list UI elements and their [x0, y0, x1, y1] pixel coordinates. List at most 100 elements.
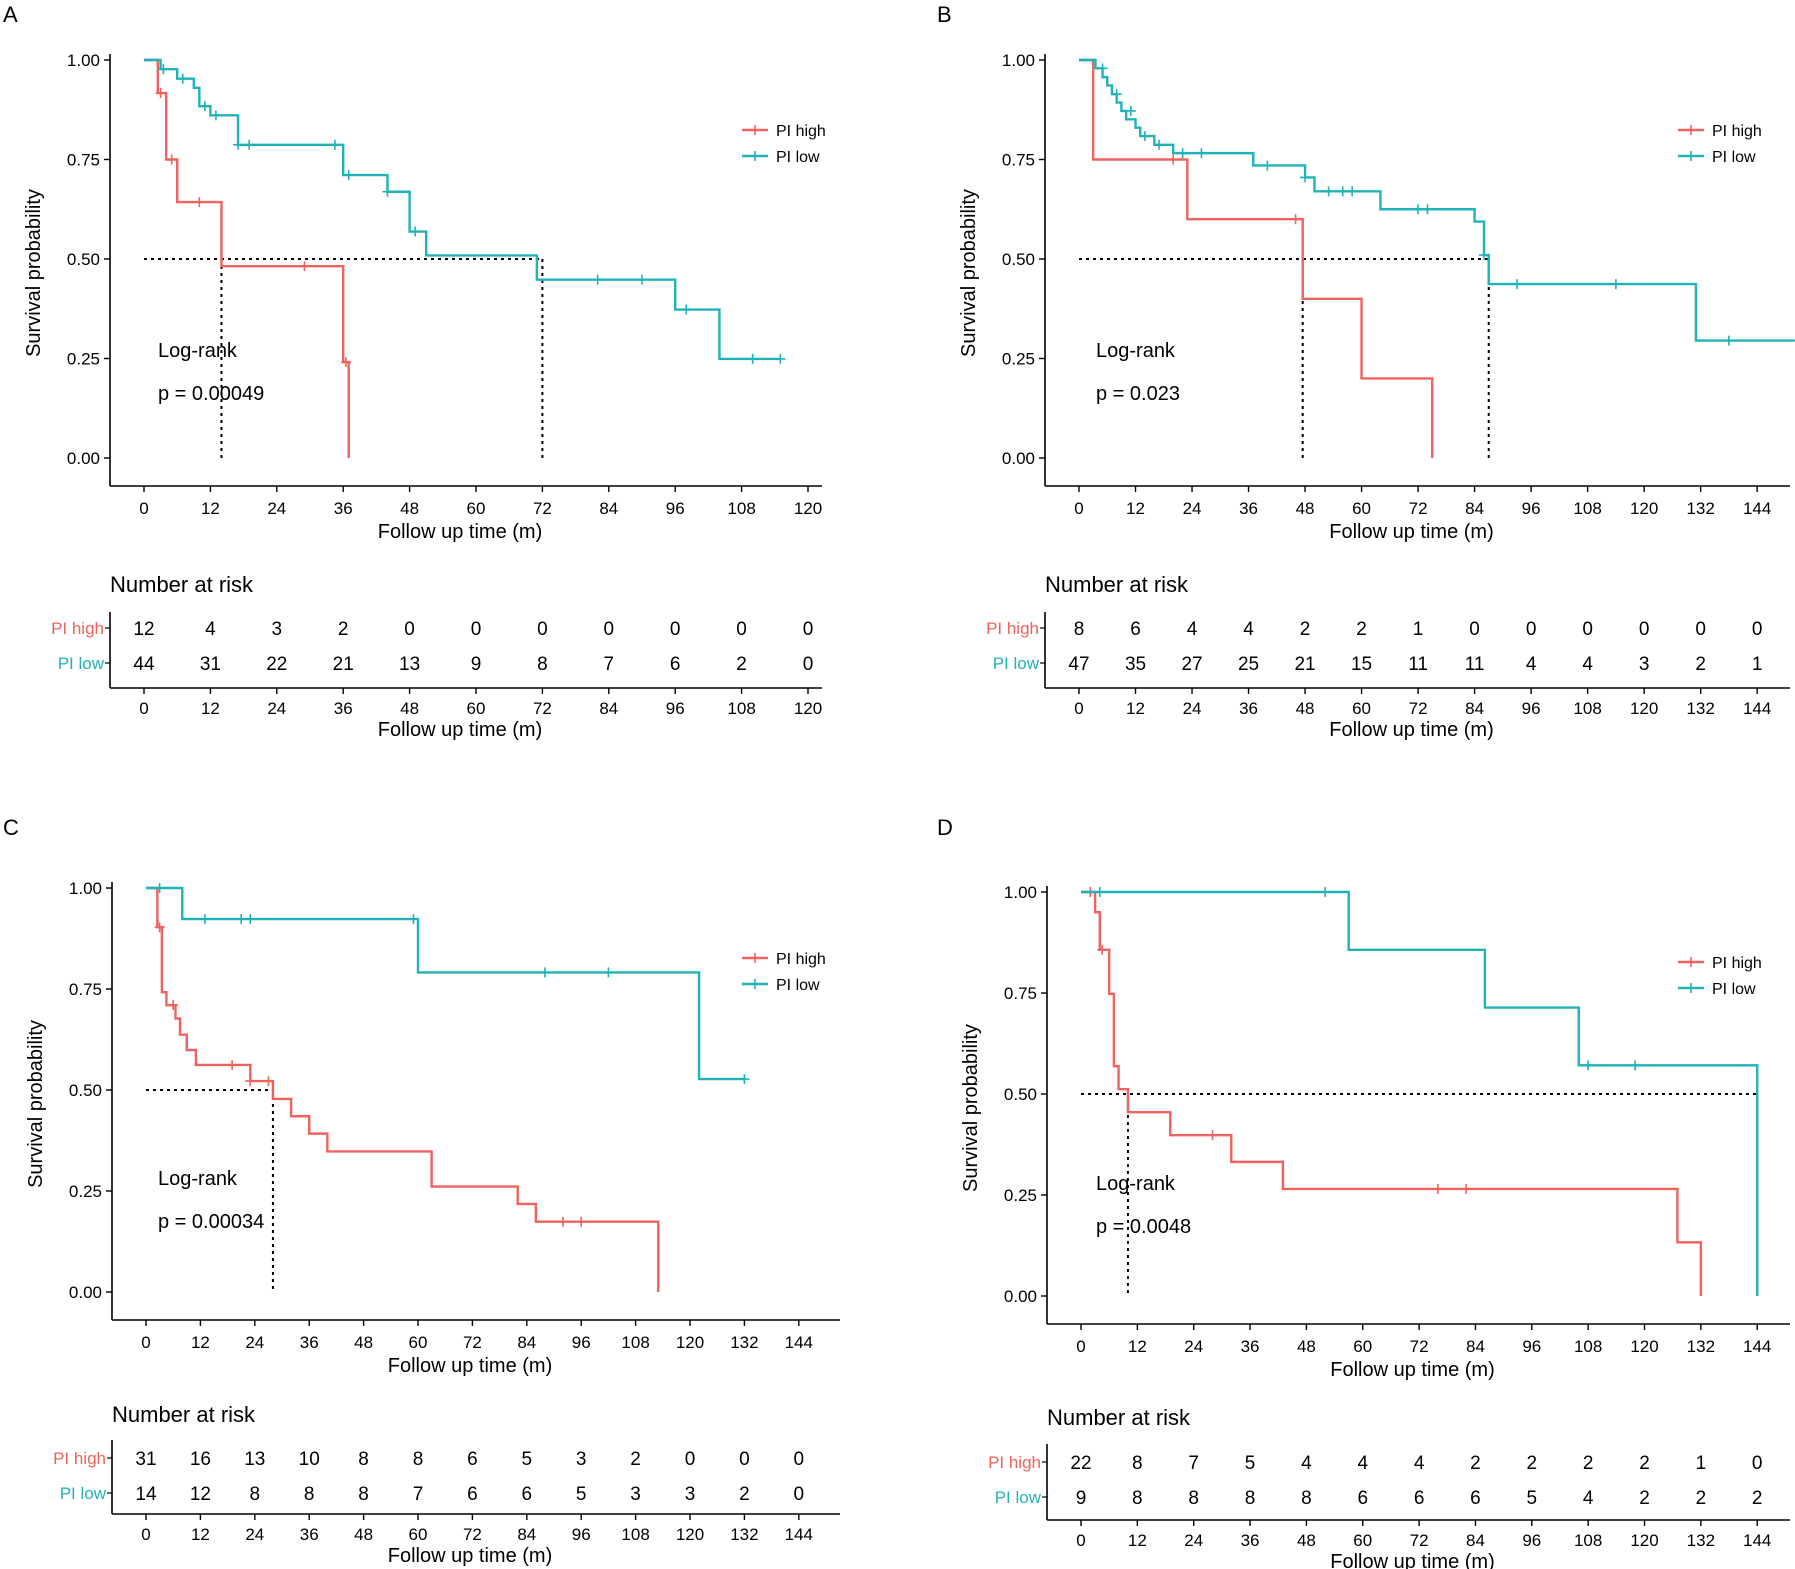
panel-c-label: C: [3, 815, 19, 840]
panel-a-x-tick-label: 24: [267, 499, 286, 518]
panel-d-risk-cell-low: 8: [1132, 1488, 1143, 1509]
panel-b-x-tick-label: 144: [1743, 499, 1771, 518]
panel-d-censor-mark-low: [1094, 887, 1105, 897]
panel-a-risk-x-tick-label: 24: [267, 699, 286, 718]
panel-a-censor-mark-low: [410, 226, 421, 237]
panel-c-risk-x-tick-label: 48: [354, 1525, 373, 1544]
panel-a-risk-x-tick-label: 12: [201, 699, 220, 718]
panel-b-x-tick-label: 84: [1465, 499, 1484, 518]
panel-c-risk-cell-low: 12: [190, 1484, 211, 1505]
panel-c-x-tick-label: 24: [245, 1333, 264, 1352]
panel-c-censor-mark-low: [603, 967, 614, 978]
panel-c-censor-mark-low: [408, 914, 419, 925]
panel-a-censor-mark-high: [166, 154, 177, 165]
panel-d-risk-x-tick-label: 36: [1241, 1531, 1260, 1550]
panel-a-censor-mark-low: [681, 304, 692, 315]
panel-a-risk-cell-low: 9: [471, 654, 482, 675]
panel-b-risk-cell-high: 0: [1469, 619, 1480, 640]
panel-b-risk-cell-high: 8: [1074, 619, 1085, 640]
panel-d-risk-cell-high: 0: [1752, 1453, 1763, 1474]
panel-c-censor-mark-high: [558, 1216, 569, 1227]
panel-d-x-tick-label: 132: [1687, 1337, 1715, 1356]
panel-c-risk-x-tick-label: 120: [676, 1525, 704, 1544]
panel-a-censor-mark-high: [194, 197, 205, 208]
panel-c-risk-cell-low: 3: [630, 1484, 641, 1505]
panel-a-x-tick-label: 84: [599, 499, 618, 518]
panel-c-risk-cell-high: 5: [522, 1449, 533, 1470]
panel-d-risk-x-tick-label: 12: [1128, 1531, 1147, 1550]
panel-a-risk-cell-low: 21: [333, 654, 354, 675]
panel-c-risk-x-tick-label: 60: [409, 1525, 428, 1544]
panel-d-risk-cell-high: 4: [1301, 1453, 1312, 1474]
panel-b-risk-x-tick-label: 144: [1743, 699, 1771, 718]
panel-b-x-axis-title: Follow up time (m): [1329, 521, 1493, 543]
panel-a-censor-mark-low: [199, 101, 210, 112]
panel-b-risk-cell-high: 1: [1413, 619, 1424, 640]
panel-d-y-tick-label: 0.25: [1004, 1186, 1037, 1205]
panel-d-risk-x-tick-label: 60: [1353, 1531, 1372, 1550]
panel-a-censor-mark-low: [244, 139, 255, 150]
panel-a-censor-mark-low: [233, 139, 244, 150]
panel-a-censor-mark-low: [177, 73, 188, 84]
panel-c-risk-cell-low: 8: [358, 1484, 369, 1505]
panel-a-censor-mark-high: [155, 88, 166, 99]
panel-b-x-tick-label: 12: [1126, 499, 1145, 518]
panel-a-risk-cell-high: 2: [338, 619, 349, 640]
panel-b-risk-cell-low: 21: [1294, 654, 1315, 675]
panel-b-logrank-label: Log-rank: [1096, 340, 1176, 362]
panel-b-risk-cell-high: 6: [1130, 619, 1141, 640]
panel-b-y-tick-label: 0.25: [1002, 350, 1035, 369]
panel-d-censor-mark-high: [1207, 1130, 1218, 1141]
panel-c-censor-mark-high: [245, 1076, 256, 1087]
panel-b-censor-mark-low: [1196, 148, 1207, 159]
panel-c-risk-cell-high: 8: [358, 1449, 369, 1470]
panel-d-p-value: p = 0.0048: [1096, 1216, 1191, 1238]
panel-c-risk-cell-low: 2: [739, 1484, 750, 1505]
panel-d-risk-x-tick-label: 96: [1522, 1531, 1541, 1550]
panel-a-y-axis-title: Survival probability: [23, 189, 45, 357]
panel-b-risk-x-tick-label: 12: [1126, 699, 1145, 718]
panel-a-censor-mark-low: [158, 64, 169, 75]
panel-c-x-tick-label: 72: [463, 1333, 482, 1352]
panel-b-risk-cell-high: 0: [1695, 619, 1706, 640]
legend-label-low: PI low: [776, 977, 820, 994]
panel-b-curve-pi-low: [1079, 58, 1795, 342]
panel-c-censor-mark-high: [263, 1076, 274, 1087]
panel-b-risk-cell-high: 0: [1526, 619, 1537, 640]
panel-a-censor-mark-low: [775, 353, 786, 364]
panel-c-risk-x-tick-label: 144: [785, 1525, 813, 1544]
panel-b-risk-cell-high: 4: [1243, 619, 1254, 640]
panel-c-censor-mark-high: [576, 1216, 587, 1227]
panel-c-censor-mark-low: [245, 914, 256, 925]
panel-a-risk-cell-high: 3: [272, 619, 283, 640]
panel-b-y-axis-title: Survival probability: [958, 189, 980, 357]
panel-b-risk-cell-high: 2: [1300, 619, 1311, 640]
panel-c-y-tick-label: 0.50: [69, 1081, 102, 1100]
panel-c-risk-cell-high: 16: [190, 1449, 211, 1470]
panel-a-x-tick-label: 0: [139, 499, 148, 518]
panel-a-censor-mark-low: [382, 186, 393, 197]
panel-a-risk-cell-high: 0: [471, 619, 482, 640]
panel-b-risk-x-tick-label: 132: [1686, 699, 1714, 718]
panel-c-risk-cell-low: 6: [467, 1484, 478, 1505]
panel-a-censor-mark-low: [747, 353, 758, 364]
panel-c-x-tick-label: 144: [785, 1333, 813, 1352]
panel-c-risk-x-tick-label: 72: [463, 1525, 482, 1544]
panel-c-curve-pi-low: [146, 886, 745, 1081]
panel-d-risk-cell-low: 6: [1470, 1488, 1481, 1509]
panel-c-risk-row-label-low: PI low: [60, 1484, 107, 1503]
panel-d-censor-mark-high: [1097, 944, 1108, 955]
panel-a-risk-cell-high: 0: [537, 619, 548, 640]
panel-b-x-tick-label: 120: [1630, 499, 1658, 518]
panel-d-risk-cell-low: 8: [1245, 1488, 1256, 1509]
panel-c-x-tick-label: 84: [517, 1333, 536, 1352]
panel-c-risk-cell-low: 8: [250, 1484, 261, 1505]
panel-a-risk-x-tick-label: 96: [666, 699, 685, 718]
panel-b-censor-mark-low: [1300, 172, 1311, 183]
panel-d-risk-cell-low: 2: [1696, 1488, 1707, 1509]
panel-c-x-tick-label: 48: [354, 1333, 373, 1352]
panel-c-risk-cell-low: 7: [413, 1484, 424, 1505]
panel-c-risk-cell-low: 6: [522, 1484, 533, 1505]
panel-d-risk-title: Number at risk: [1047, 1405, 1191, 1430]
panel-b-censor-mark-low: [1097, 63, 1108, 74]
